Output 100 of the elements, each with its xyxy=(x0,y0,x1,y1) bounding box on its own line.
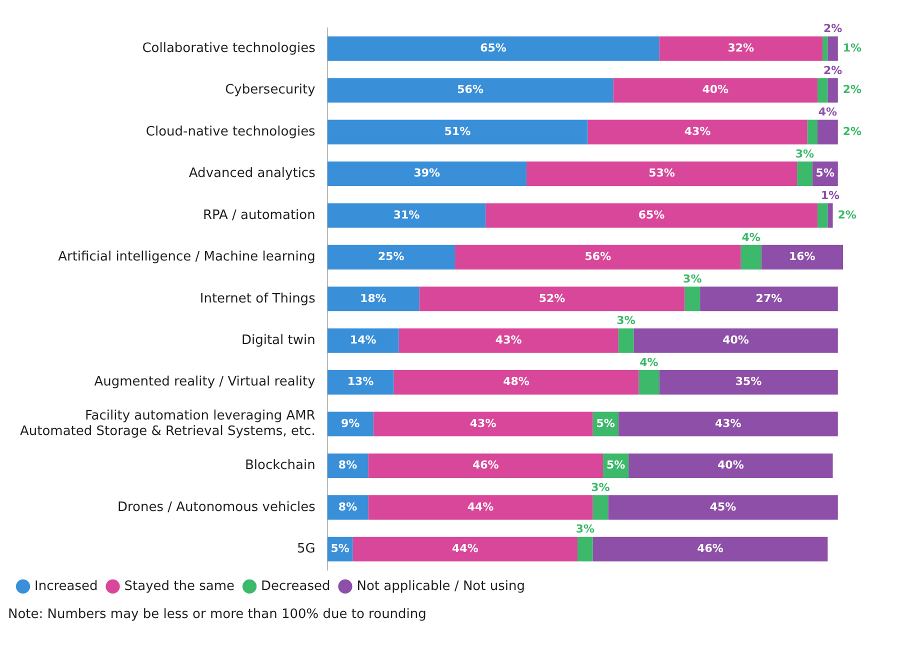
data-label: 51% xyxy=(444,124,471,138)
data-label: 53% xyxy=(648,166,675,180)
data-label: 3% xyxy=(795,147,814,160)
bar xyxy=(327,161,526,186)
bar xyxy=(327,120,588,144)
data-label: 3% xyxy=(591,481,610,494)
y-tick-label: Drones / Autonomous vehicles xyxy=(117,500,316,515)
data-label: 45% xyxy=(710,500,736,514)
bar xyxy=(352,536,578,562)
bar xyxy=(327,412,374,436)
bar xyxy=(634,328,838,353)
legend-label: Stayed the same xyxy=(124,578,235,594)
data-label: 18% xyxy=(360,292,386,305)
bar xyxy=(797,161,812,186)
data-label: 8% xyxy=(338,500,358,514)
bar xyxy=(327,244,455,270)
data-label: 32% xyxy=(728,42,754,55)
bar xyxy=(419,286,685,312)
y-tick-label: Augmented reality / Virtual reality xyxy=(94,374,316,390)
y-tick-label: Cloud-native technologies xyxy=(146,124,316,140)
bar xyxy=(817,120,838,144)
bar xyxy=(608,495,838,520)
data-label: 1% xyxy=(842,42,862,55)
data-label: 43% xyxy=(714,416,742,430)
data-label: 65% xyxy=(480,42,506,55)
bar xyxy=(486,203,818,228)
data-label: 2% xyxy=(823,22,842,36)
legend-label: Not applicable / Not using xyxy=(356,578,525,594)
data-label: 56% xyxy=(457,83,484,96)
data-label: 43% xyxy=(470,416,496,430)
bar xyxy=(659,36,823,61)
data-label: 25% xyxy=(378,250,404,264)
data-label: 2% xyxy=(838,208,856,222)
data-label: 9% xyxy=(340,416,360,430)
data-label: 39% xyxy=(414,166,440,180)
data-label: 44% xyxy=(467,500,494,514)
data-label: 4% xyxy=(742,230,760,244)
data-label: 46% xyxy=(697,542,724,556)
bar xyxy=(817,78,828,103)
data-label: 56% xyxy=(584,250,612,264)
data-label: 5% xyxy=(330,542,350,556)
bar xyxy=(592,495,608,520)
bar xyxy=(700,286,838,312)
bar xyxy=(817,203,828,228)
bar xyxy=(327,286,420,312)
bar xyxy=(327,370,394,395)
data-label: 3% xyxy=(616,314,636,328)
y-tick-label: Facility automation leveraging AMR Automated Storage & Retrieval Systems, etc. xyxy=(20,408,316,440)
text: Note: Numbers may be less or more than 100% due to rounding xyxy=(8,607,428,622)
data-label: 40% xyxy=(718,458,744,472)
bar xyxy=(613,78,818,103)
data-label: 4% xyxy=(818,106,838,119)
bar xyxy=(828,78,838,103)
bar xyxy=(327,78,614,103)
data-label: 46% xyxy=(472,458,499,472)
data-label: 40% xyxy=(722,333,749,346)
bar xyxy=(807,120,818,144)
bar xyxy=(628,453,833,478)
data-label: 5% xyxy=(596,416,615,430)
bar xyxy=(368,453,604,478)
data-label: 35% xyxy=(735,375,762,388)
y-tick-label: Cybersecurity xyxy=(225,82,316,98)
bar xyxy=(327,36,660,61)
bar xyxy=(368,495,593,520)
y-tick-label: Blockchain xyxy=(244,458,316,474)
bar xyxy=(822,36,828,61)
bar xyxy=(828,203,833,228)
bar xyxy=(394,370,639,395)
data-label: 43% xyxy=(684,124,711,138)
data-label: 52% xyxy=(538,292,566,305)
data-label: 27% xyxy=(756,292,782,305)
bar xyxy=(526,161,798,186)
legend-label: Decreased xyxy=(261,578,330,594)
data-label: 3% xyxy=(576,522,595,536)
data-label: 8% xyxy=(338,458,358,472)
data-label: 31% xyxy=(393,208,420,222)
bar xyxy=(454,244,741,270)
data-label: 48% xyxy=(503,375,530,388)
data-label: 2% xyxy=(842,83,862,96)
y-tick-label: Artificial intelligence / Machine learning xyxy=(58,250,316,265)
data-label: 43% xyxy=(495,333,522,346)
data-label: 16% xyxy=(788,250,816,264)
y-tick-label: Collaborative technologies xyxy=(142,41,316,56)
data-label: 44% xyxy=(452,542,478,556)
data-label: 40% xyxy=(702,83,729,96)
bar xyxy=(740,244,762,270)
bar xyxy=(592,536,828,562)
y-tick-label: 5G xyxy=(296,542,316,557)
data-label: 14% xyxy=(350,333,376,346)
bar xyxy=(327,328,399,353)
bar xyxy=(398,328,618,353)
bar xyxy=(638,370,660,395)
bar xyxy=(761,244,843,270)
y-tick-label: RPA / automation xyxy=(202,208,316,223)
y-tick-label: Digital twin xyxy=(241,332,316,348)
bar xyxy=(578,536,593,562)
data-label: 13% xyxy=(347,375,374,388)
bar xyxy=(588,120,808,144)
data-label: 2% xyxy=(823,64,842,77)
bar xyxy=(373,412,593,436)
